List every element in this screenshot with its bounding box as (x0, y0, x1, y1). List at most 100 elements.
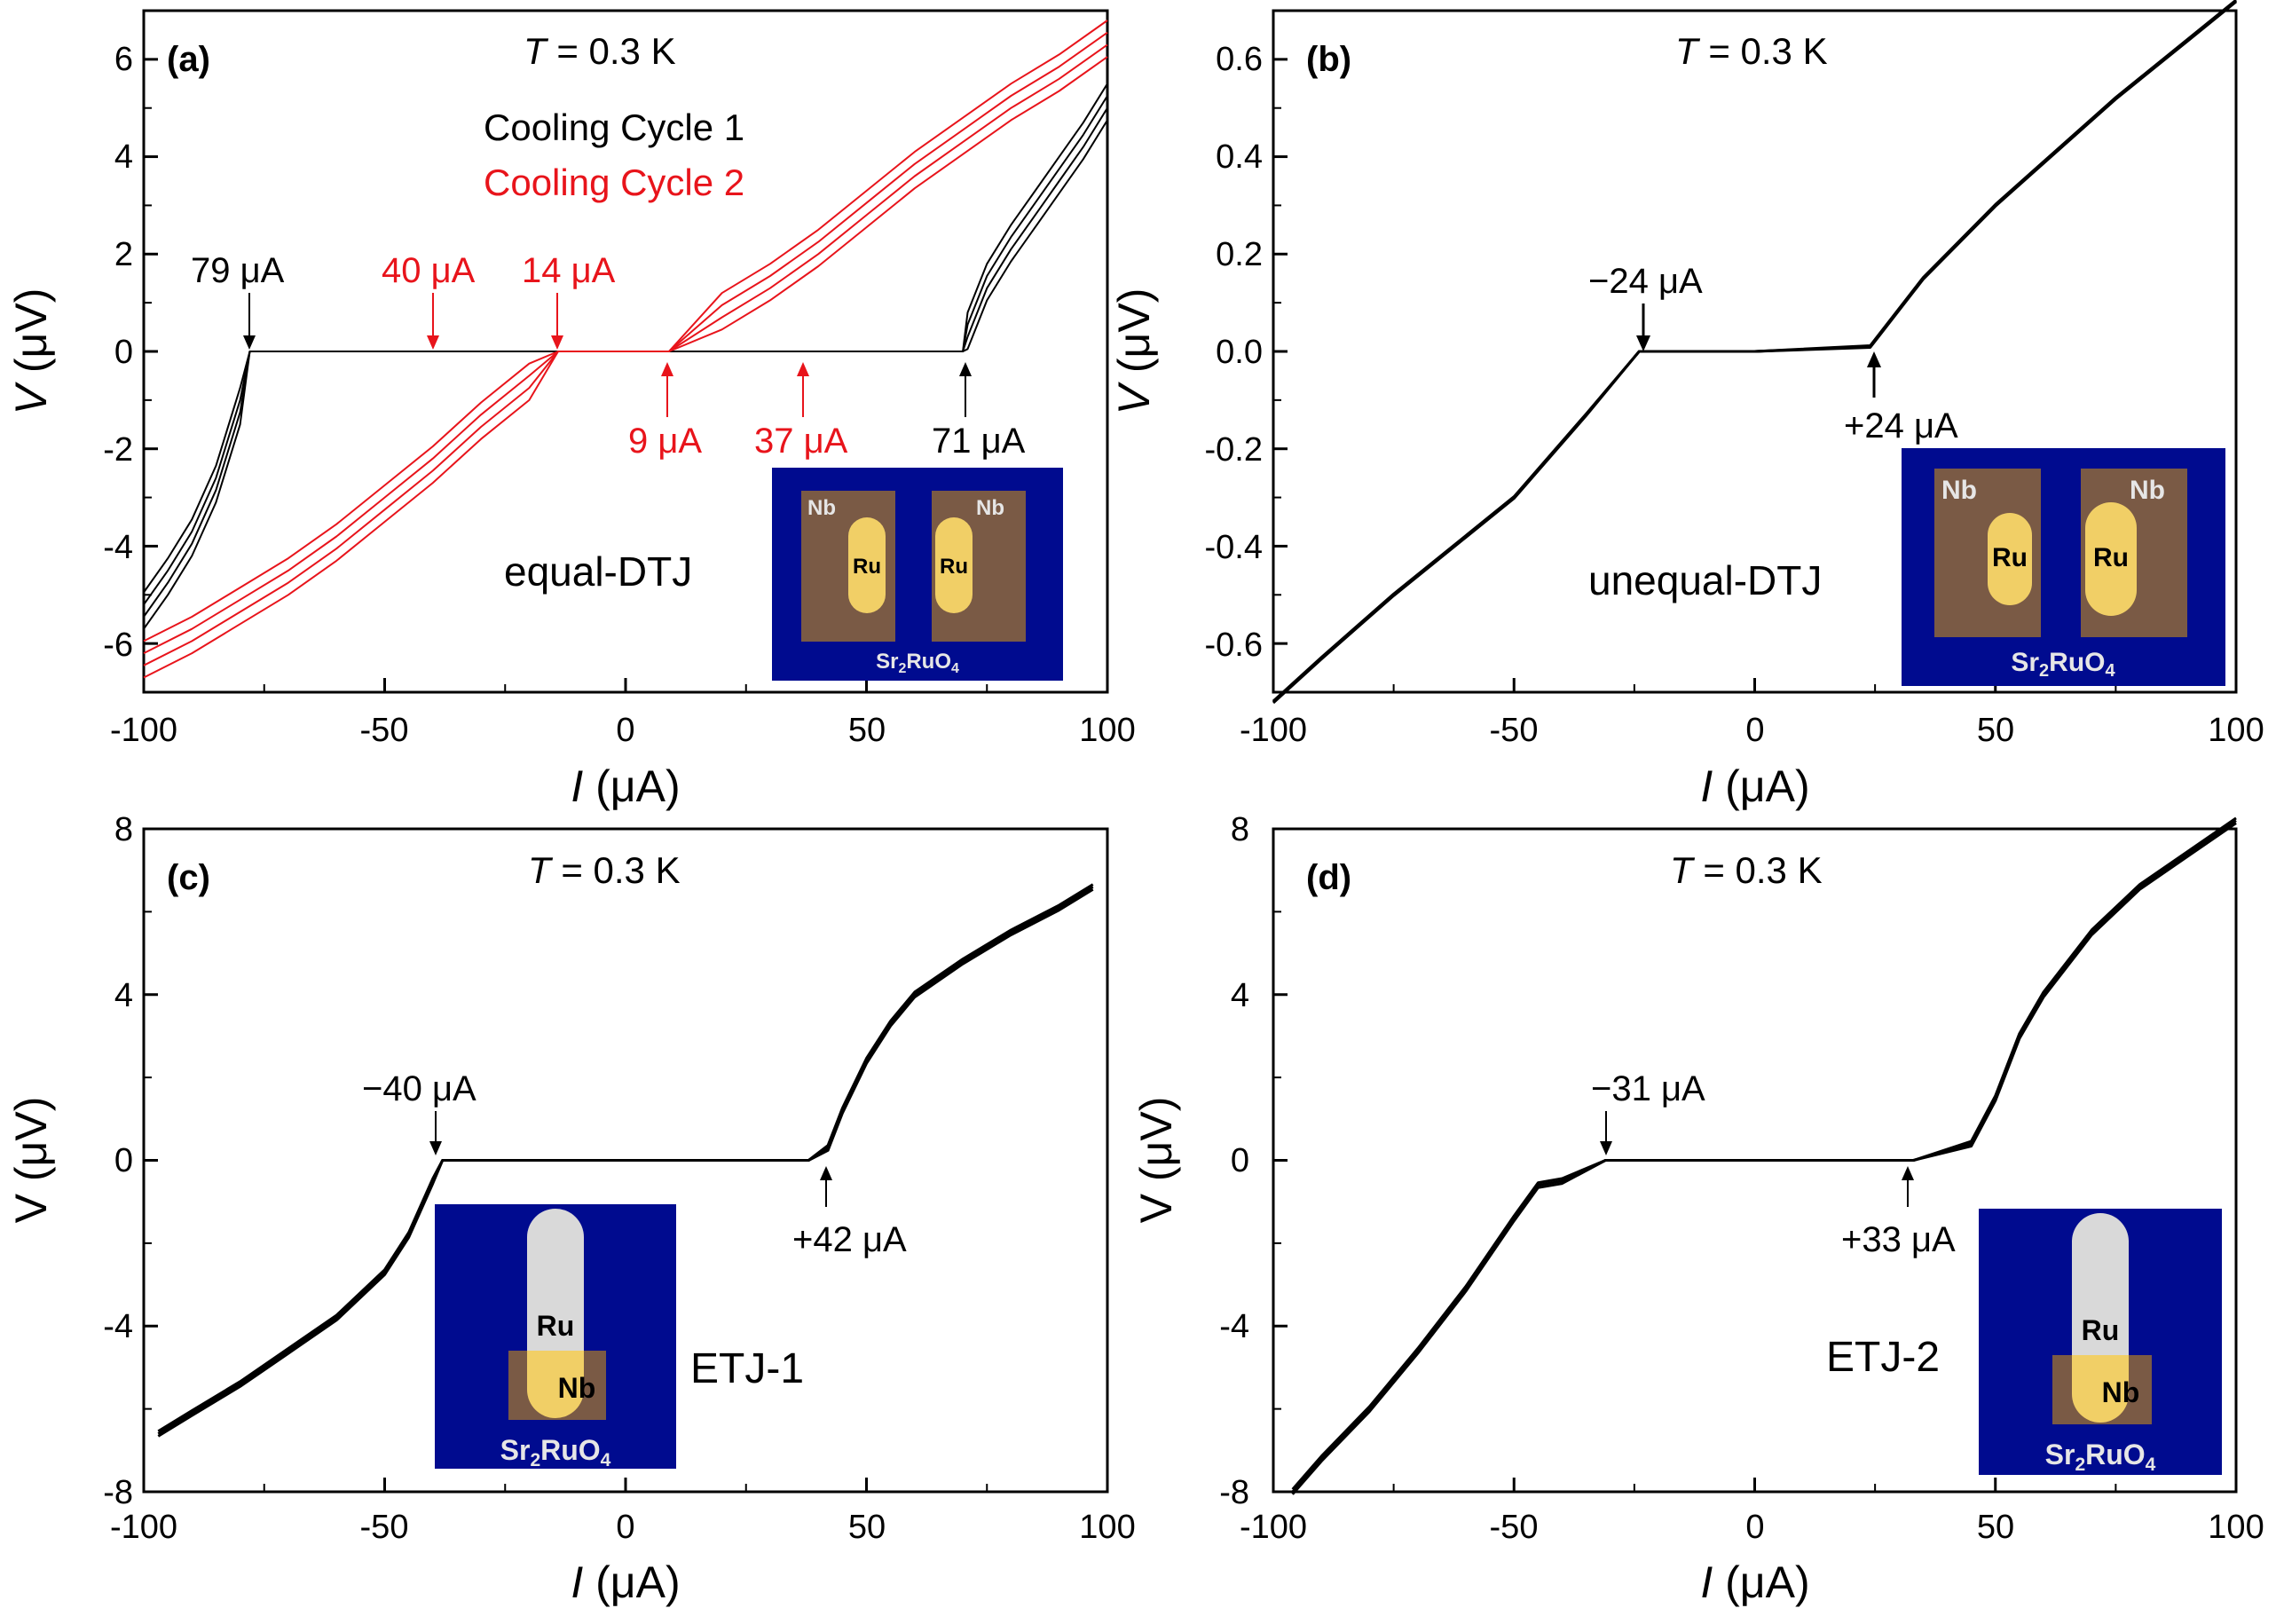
ru-label: Ru (537, 1310, 575, 1342)
arrowhead (797, 362, 809, 376)
x-tick-label: 50 (1977, 1509, 2014, 1546)
ru-label-right: Ru (940, 555, 968, 579)
nb-label: Nb (558, 1372, 596, 1404)
x-tick-label: 0 (1745, 712, 1764, 749)
ru-inclusion-under-nb (527, 1351, 584, 1418)
nb-label: Nb (2102, 1376, 2140, 1408)
x-tick-label: 50 (848, 1509, 886, 1546)
curves-c (157, 883, 1094, 1438)
annotation-arrows-b (1636, 304, 1881, 398)
device-inset-a: Nb Nb Ru Ru Sr2RuO4 (772, 468, 1063, 681)
x-tick-label: -50 (1490, 712, 1539, 749)
ru-inclusion-left (1988, 513, 2032, 605)
ru-inclusion-left (848, 517, 886, 613)
y-tick-label: -0.4 (1205, 529, 1263, 566)
annotation-plus24uA: +24 μA (1844, 406, 1958, 445)
annotation-plus42uA: +42 μA (792, 1220, 907, 1259)
curves-d (1291, 816, 2237, 1495)
y-tick-label: 2 (114, 236, 133, 273)
x-tick-label: 0 (1745, 1509, 1764, 1546)
y-tick-label: -8 (1219, 1474, 1249, 1511)
x-tick-labels-c: -100 -50 0 50 100 (110, 1509, 1136, 1546)
arrowhead (1867, 351, 1881, 367)
panel-label-c: (c) (167, 858, 210, 897)
y-tick-label: 0.4 (1216, 138, 1263, 176)
annotation-arrows-d (1600, 1111, 1914, 1207)
y-tick-label: 4 (1231, 977, 1249, 1014)
temperature-label-b: T = 0.3 K (1675, 30, 1828, 72)
ru-inclusion-right (935, 517, 973, 613)
y-tick-label: -0.2 (1205, 431, 1263, 469)
device-inset-c: Ru Nb Sr2RuO4 (435, 1204, 676, 1470)
x-tick-label: 0 (616, 1509, 634, 1546)
nb-label-left: Nb (807, 496, 836, 520)
legend-cycle-2: Cooling Cycle 2 (484, 162, 744, 203)
annotation-37uA: 37 μA (754, 422, 848, 461)
annotation-minus31uA: −31 μA (1591, 1069, 1705, 1108)
arrowhead (820, 1166, 832, 1180)
y-tick-label: -2 (103, 431, 133, 469)
x-tick-label: 0 (616, 712, 634, 749)
arrowhead (243, 335, 256, 350)
panel-label-d: (d) (1306, 858, 1351, 897)
arrowhead (1636, 335, 1650, 351)
device-inset-d: Ru Nb Sr2RuO4 (1979, 1209, 2222, 1475)
arrowhead (429, 1141, 442, 1155)
x-tick-label: -100 (1240, 712, 1307, 749)
curves-b (1272, 0, 2237, 705)
y-tick-label: -4 (1219, 1308, 1249, 1345)
x-tick-label: 100 (1079, 1509, 1135, 1546)
x-axis-label-a: I (μA) (571, 761, 680, 811)
panel-d: -100 -50 0 50 100 -8 -4 0 4 8 I (μA) V (… (1131, 811, 2264, 1607)
y-tick-label: -6 (103, 627, 133, 664)
annotation-9uA: 9 μA (628, 422, 702, 461)
y-tick-label: -4 (103, 529, 133, 566)
x-tick-label: 100 (2208, 1509, 2264, 1546)
y-tick-label: 0.6 (1216, 41, 1263, 78)
annotation-79uA: 79 μA (191, 251, 285, 290)
ru-inclusion-under-nb (2072, 1355, 2129, 1423)
y-tick-labels-b: -0.6 -0.4 -0.2 0.0 0.2 0.4 0.6 (1205, 41, 1263, 664)
x-tick-label: -50 (360, 712, 409, 749)
nb-label-right: Nb (976, 496, 1004, 520)
annotation-arrows-c (429, 1111, 832, 1207)
series-line-etj-2-sweep-2 (1291, 816, 2237, 1495)
ru-label-left: Ru (1992, 543, 2028, 572)
arrowhead (427, 335, 439, 350)
x-tick-label: 100 (2208, 712, 2264, 749)
tick-marks-d (1272, 827, 2238, 1494)
annotation-arrows-a (243, 293, 972, 417)
y-tick-label: -0.6 (1205, 627, 1263, 664)
ru-label-left: Ru (853, 555, 881, 579)
arrowhead (661, 362, 673, 376)
device-label-b: unequal-DTJ (1588, 557, 1822, 603)
curves-a (143, 20, 1108, 679)
substrate-label: Sr2RuO4 (2011, 648, 2115, 681)
x-tick-labels-b: -100 -50 0 50 100 (1240, 712, 2264, 749)
series-line-etj-1-sweep-2 (157, 883, 1094, 1438)
x-tick-label: 50 (848, 712, 886, 749)
x-tick-label: -100 (1240, 1509, 1307, 1546)
x-tick-label: -100 (110, 712, 177, 749)
annotation-40uA: 40 μA (382, 251, 476, 290)
y-tick-label: 8 (1231, 811, 1249, 848)
arrowhead (959, 362, 972, 376)
x-axis-label-c: I (μA) (571, 1557, 680, 1607)
tick-marks-c (142, 827, 1109, 1494)
x-tick-label: -100 (110, 1509, 177, 1546)
substrate-label: Sr2RuO4 (876, 650, 959, 676)
y-tick-label: 0 (114, 334, 133, 371)
series-line-cooling-cycle-2-sweep-3 (143, 20, 1108, 679)
y-tick-label: 6 (114, 41, 133, 78)
temperature-label-c: T = 0.3 K (528, 849, 681, 891)
annotation-minus24uA: −24 μA (1588, 262, 1703, 301)
y-tick-label: 0 (1231, 1142, 1249, 1179)
x-axis-label-b: I (μA) (1700, 761, 1809, 811)
series-line-unequal-dtj-sweep-2 (1272, 0, 2237, 705)
y-tick-label: 8 (114, 811, 133, 848)
arrowhead (1902, 1166, 1914, 1180)
x-tick-label: 50 (1977, 712, 2014, 749)
panel-c: -100 -50 0 50 100 -8 -4 0 4 8 I (μA) V (… (6, 811, 1136, 1607)
substrate-label: Sr2RuO4 (2045, 1439, 2156, 1475)
